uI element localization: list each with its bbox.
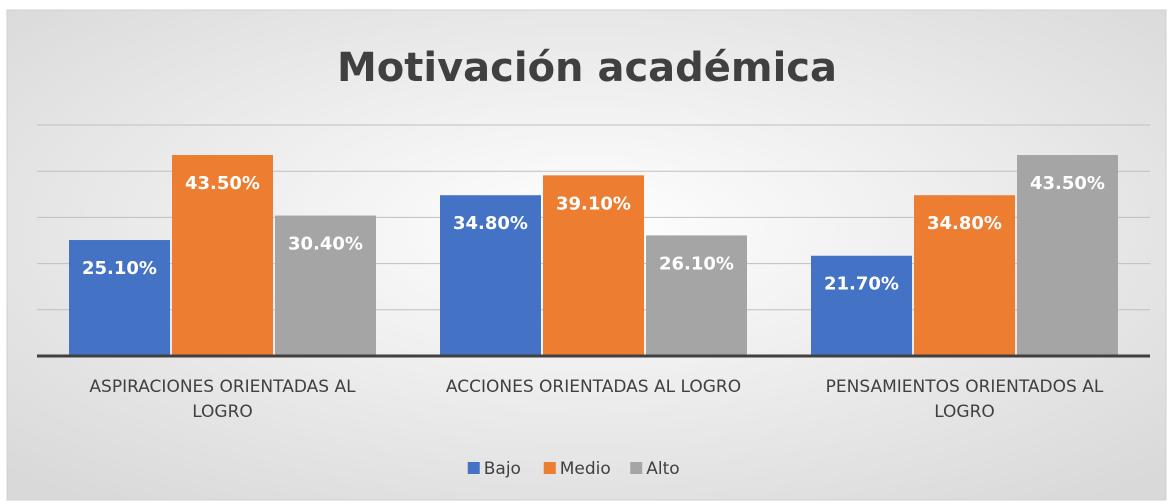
data-label: 34.80% xyxy=(927,213,1002,234)
data-label: 34.80% xyxy=(453,213,528,234)
data-label: 25.10% xyxy=(82,258,157,279)
legend-label: Medio xyxy=(560,459,611,479)
bar xyxy=(440,195,541,356)
legend-swatch xyxy=(467,462,480,474)
bar xyxy=(69,240,170,356)
bar xyxy=(646,235,747,356)
data-label: 21.70% xyxy=(824,274,899,295)
legend-label: Bajo xyxy=(484,459,521,479)
data-label: 43.50% xyxy=(185,173,260,194)
x-tick-label: PENSAMIENTOS ORIENTADOS AL LOGRO xyxy=(825,377,1104,422)
bar xyxy=(914,195,1015,356)
legend-swatch xyxy=(630,462,643,474)
chart-title: Motivación académica xyxy=(337,45,837,91)
bar xyxy=(275,215,376,356)
legend-swatch xyxy=(543,462,556,474)
data-label: 26.10% xyxy=(659,253,734,274)
bar xyxy=(1017,155,1118,356)
bar xyxy=(543,175,644,356)
data-label: 43.50% xyxy=(1030,173,1105,194)
bar xyxy=(811,255,912,356)
x-tick-label: ACCIONES ORIENTADAS AL LOGRO xyxy=(445,377,742,397)
legend-label: Alto xyxy=(646,459,679,479)
bar xyxy=(172,155,273,356)
x-tick-label: ASPIRACIONES ORIENTADAS AL LOGRO xyxy=(89,377,356,422)
data-label: 39.10% xyxy=(556,193,631,214)
data-label: 30.40% xyxy=(288,234,363,255)
